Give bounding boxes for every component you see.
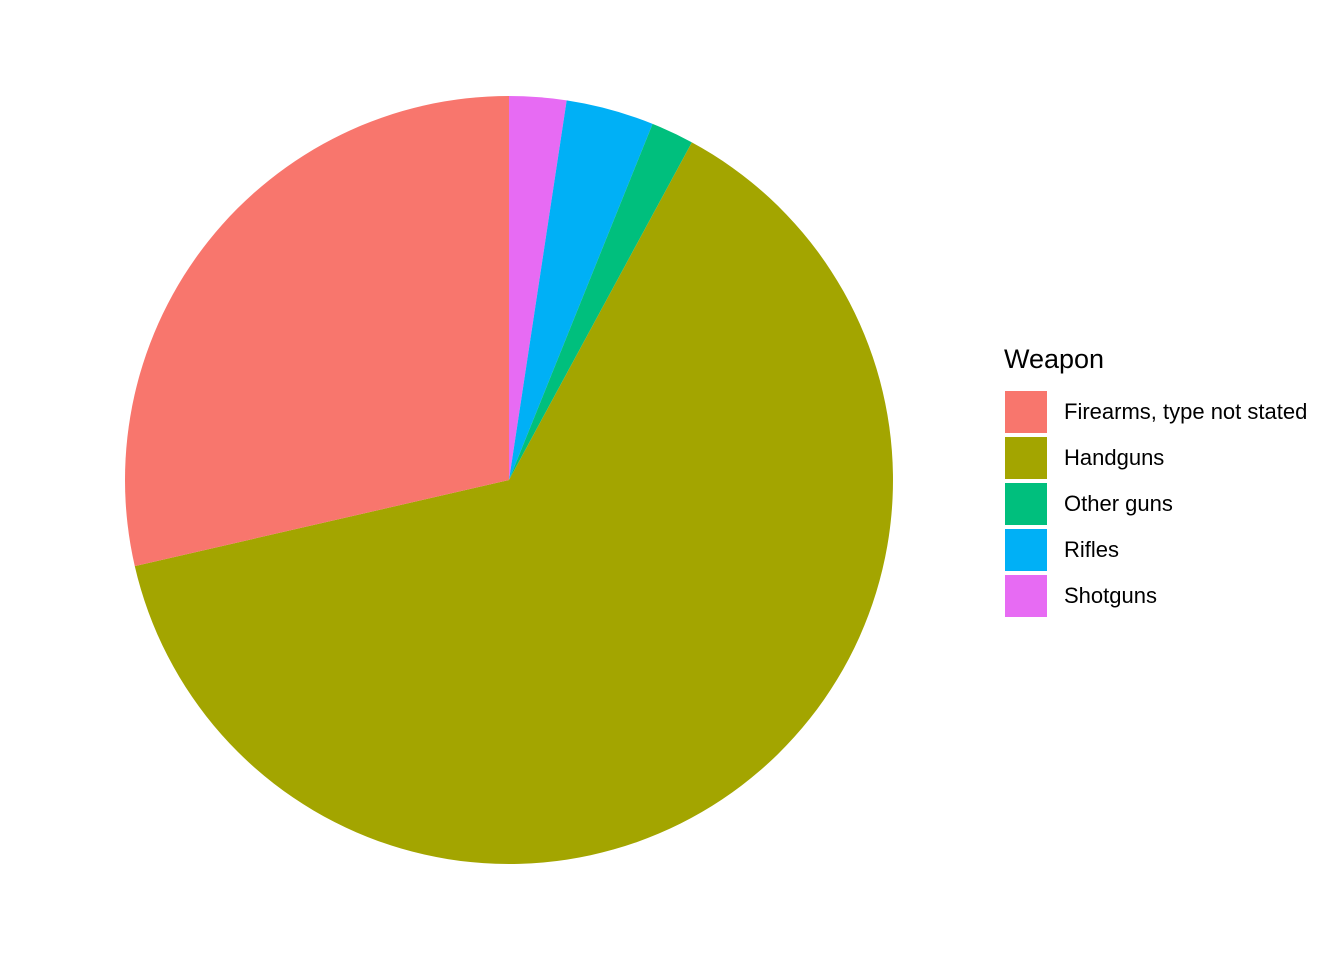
legend-swatch-handguns: [1005, 437, 1047, 479]
legend-item-rifles: Rifles: [1004, 527, 1307, 573]
legend-swatch-other-guns: [1005, 483, 1047, 525]
legend-swatch-shotguns: [1005, 575, 1047, 617]
legend-label-handguns: Handguns: [1064, 445, 1165, 470]
legend-items: Firearms, type not stated Handguns Other g…: [1004, 389, 1307, 619]
legend-item-other-guns: Other guns: [1004, 481, 1307, 527]
pie-slice-rifles: [509, 100, 653, 481]
legend-swatch-rifles: [1005, 529, 1047, 571]
legend-label-firearms-type-not-stated: Firearms, type not stated: [1064, 399, 1308, 424]
legend-item-handguns: Handguns: [1004, 435, 1307, 481]
legend-label-rifles: Rifles: [1064, 537, 1120, 562]
pie-slice-shotguns: [509, 96, 567, 480]
legend-label-other-guns: Other guns: [1064, 491, 1173, 516]
pie-slice-handguns: [134, 142, 893, 864]
legend-title: Weapon: [1004, 344, 1105, 374]
legend-swatch-firearms-type-not-stated: [1005, 391, 1047, 433]
legend: Weapon Firearms, type not stated Handguns…: [1004, 342, 1307, 619]
legend-item-shotguns: Shotguns: [1004, 573, 1307, 619]
pie-slice-other-guns: [509, 123, 692, 481]
pie-slice-firearms-type-not-stated: [124, 96, 509, 567]
legend-label-shotguns: Shotguns: [1064, 583, 1157, 608]
legend-item-firearms-type-not-stated: Firearms, type not stated: [1004, 389, 1307, 435]
